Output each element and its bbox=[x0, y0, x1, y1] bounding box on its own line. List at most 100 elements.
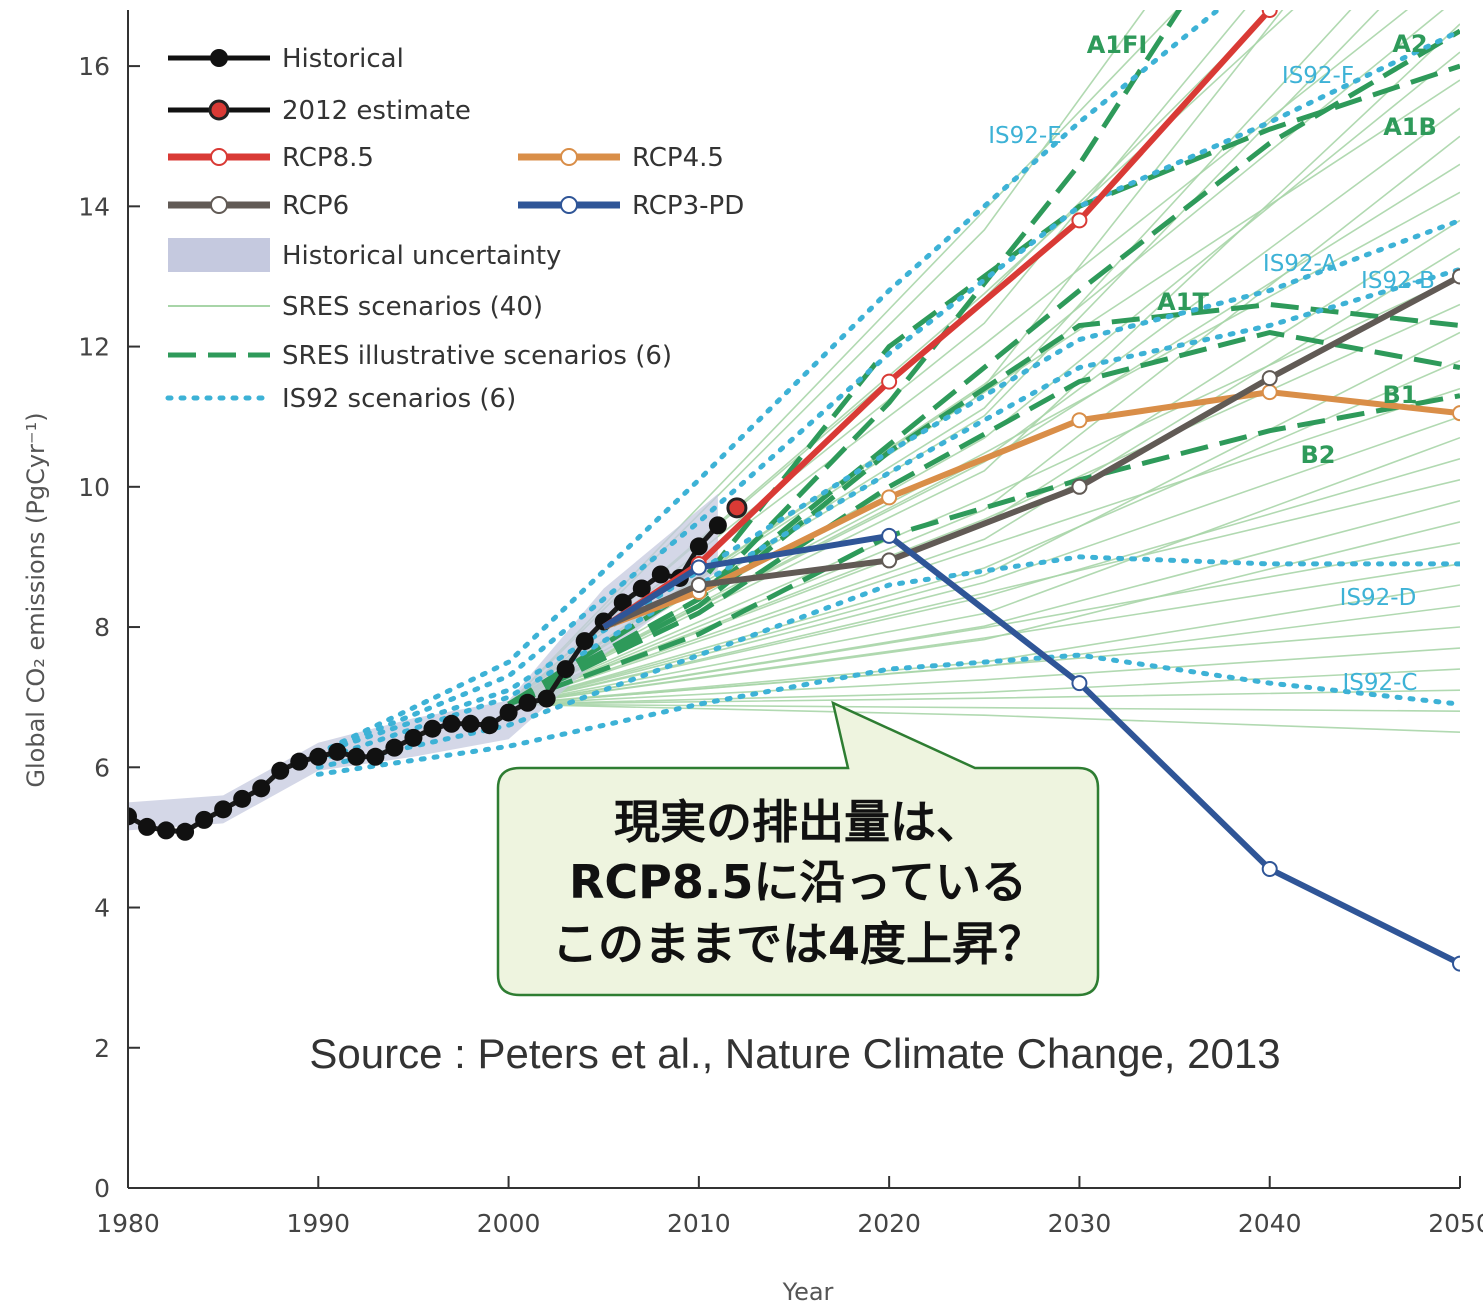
label-a2: A2 bbox=[1392, 30, 1427, 58]
rcp3pd-point bbox=[1261, 860, 1278, 877]
x-tick-label: 2020 bbox=[857, 1209, 921, 1238]
historical-point bbox=[290, 752, 309, 771]
rcp3pd-point bbox=[690, 559, 707, 576]
sres-illustrative-b2 bbox=[507, 393, 1460, 707]
historical-point bbox=[556, 660, 575, 679]
rcp-and-historical-series bbox=[128, 10, 1460, 972]
legend-label: Historical bbox=[282, 44, 404, 74]
rcp6-point bbox=[881, 552, 898, 569]
historical-point bbox=[518, 693, 537, 712]
x-tick-label: 2030 bbox=[1048, 1209, 1112, 1238]
scenario-labels: A1FI A2 A1B A1T B1 B2 IS92-E IS92-F IS92-A IS92-B… bbox=[988, 30, 1437, 696]
historical-point bbox=[461, 714, 480, 733]
sres-scenario-line bbox=[508, 359, 1460, 705]
legend-entry-rcp6: RCP6 bbox=[168, 191, 349, 221]
rcp6-line bbox=[602, 273, 1460, 630]
historical-point bbox=[575, 632, 594, 651]
historical-point bbox=[366, 747, 385, 766]
legend: Historical 2012 estimate RCP8.5 RCP4.5 RCP6 R… bbox=[165, 44, 744, 414]
sres-scenario-line bbox=[508, 668, 1460, 705]
is92-b-line bbox=[315, 266, 1460, 763]
sres-scenario-line bbox=[508, 387, 1460, 705]
sres-illustrative-a2 bbox=[507, 28, 1460, 707]
y-tick-label: 0 bbox=[94, 1174, 110, 1203]
rcp45-line bbox=[602, 389, 1460, 630]
label-a1fi: A1FI bbox=[1087, 31, 1148, 59]
rcp45-point bbox=[881, 489, 898, 506]
historical-point bbox=[708, 516, 727, 535]
sres-scenario-line bbox=[508, 689, 1460, 705]
is92-f-line bbox=[315, 28, 1460, 756]
is92-scenarios bbox=[315, 10, 1460, 777]
historical-point bbox=[651, 565, 670, 584]
rcp6-point bbox=[1452, 268, 1460, 285]
callout-line-1: 現実の排出量は、 bbox=[614, 795, 982, 849]
sres-scenario-line bbox=[508, 135, 1460, 705]
legend-label: RCP6 bbox=[282, 191, 349, 221]
historical-point bbox=[385, 738, 404, 757]
y-tick-label: 10 bbox=[78, 473, 110, 502]
historical-point bbox=[442, 714, 461, 733]
x-tick-label: 2010 bbox=[667, 1209, 731, 1238]
x-tick-label: 2040 bbox=[1238, 1209, 1302, 1238]
callout-bubble: 現実の排出量は、 RCP8.5に沿っている このままでは4度上昇？ bbox=[496, 700, 1100, 997]
rcp85-point bbox=[1071, 212, 1088, 229]
historical-point bbox=[347, 747, 366, 766]
sres-scenario-line bbox=[508, 703, 1460, 712]
sres-illustrative-a1t bbox=[507, 301, 1460, 707]
rcp85-point bbox=[881, 373, 898, 390]
legend-label: RCP4.5 bbox=[632, 143, 724, 173]
legend-label: SRES illustrative scenarios (6) bbox=[282, 341, 672, 371]
legend-entry-sres-ill: SRES illustrative scenarios (6) bbox=[168, 341, 672, 371]
sres-scenario-line bbox=[508, 331, 1460, 705]
legend-label: SRES scenarios (40) bbox=[282, 292, 543, 322]
label-is92-e: IS92-E bbox=[988, 123, 1061, 149]
rcp6-point bbox=[690, 576, 707, 593]
label-is92-f: IS92-F bbox=[1282, 63, 1354, 89]
legend-entry-sres: SRES scenarios (40) bbox=[168, 292, 543, 322]
rcp3pd-line bbox=[602, 532, 1460, 967]
historical-point bbox=[480, 716, 499, 735]
is92-e-line bbox=[315, 10, 1222, 756]
rcp3pd-point bbox=[1071, 675, 1088, 692]
x-tick-label: 2000 bbox=[477, 1209, 541, 1238]
callout-line-3: このままでは4度上昇？ bbox=[552, 917, 1044, 971]
historical-point bbox=[157, 821, 176, 840]
source-annotation: Source : Peters et al., Nature Climate C… bbox=[309, 1030, 1280, 1077]
is92-c-line bbox=[315, 652, 1460, 777]
sres-scenario-line bbox=[508, 275, 1460, 705]
rcp45-point bbox=[1071, 412, 1088, 429]
sres-scenario-line bbox=[508, 247, 1460, 705]
y-tick-label: 6 bbox=[94, 753, 110, 782]
historical-point bbox=[138, 817, 157, 836]
sres-scenario-line bbox=[508, 626, 1460, 705]
y-tick-label: 4 bbox=[94, 894, 110, 923]
label-b1: B1 bbox=[1383, 381, 1418, 409]
rcp3pd-point bbox=[1452, 955, 1460, 972]
sres-scenario-line bbox=[508, 303, 1460, 705]
historical-point bbox=[195, 810, 214, 829]
sres-illustrative-b1 bbox=[507, 329, 1460, 707]
legend-entry-rcp3pd: RCP3-PD bbox=[518, 191, 744, 221]
historical-point bbox=[404, 728, 423, 747]
label-is92-a: IS92-A bbox=[1263, 251, 1337, 277]
rcp45-point bbox=[1261, 384, 1278, 401]
legend-label: RCP8.5 bbox=[282, 143, 374, 173]
rcp45-point bbox=[1452, 405, 1460, 422]
legend-label: 2012 estimate bbox=[282, 96, 471, 126]
y-tick-label: 12 bbox=[78, 333, 110, 362]
y-tick-label: 14 bbox=[78, 192, 110, 221]
historical-point bbox=[613, 593, 632, 612]
callout-shape bbox=[496, 700, 1100, 997]
historical-point bbox=[689, 537, 708, 556]
rcp3pd-point bbox=[881, 527, 898, 544]
legend-entry-uncertainty: Historical uncertainty bbox=[168, 238, 561, 272]
historical-point bbox=[423, 719, 442, 738]
legend-entry-is92: IS92 scenarios (6) bbox=[165, 384, 516, 414]
x-axis-label: Year bbox=[782, 1278, 834, 1305]
historical-point bbox=[537, 689, 556, 708]
is92-d-line bbox=[315, 554, 1460, 770]
sres-scenario-line bbox=[508, 703, 1460, 733]
